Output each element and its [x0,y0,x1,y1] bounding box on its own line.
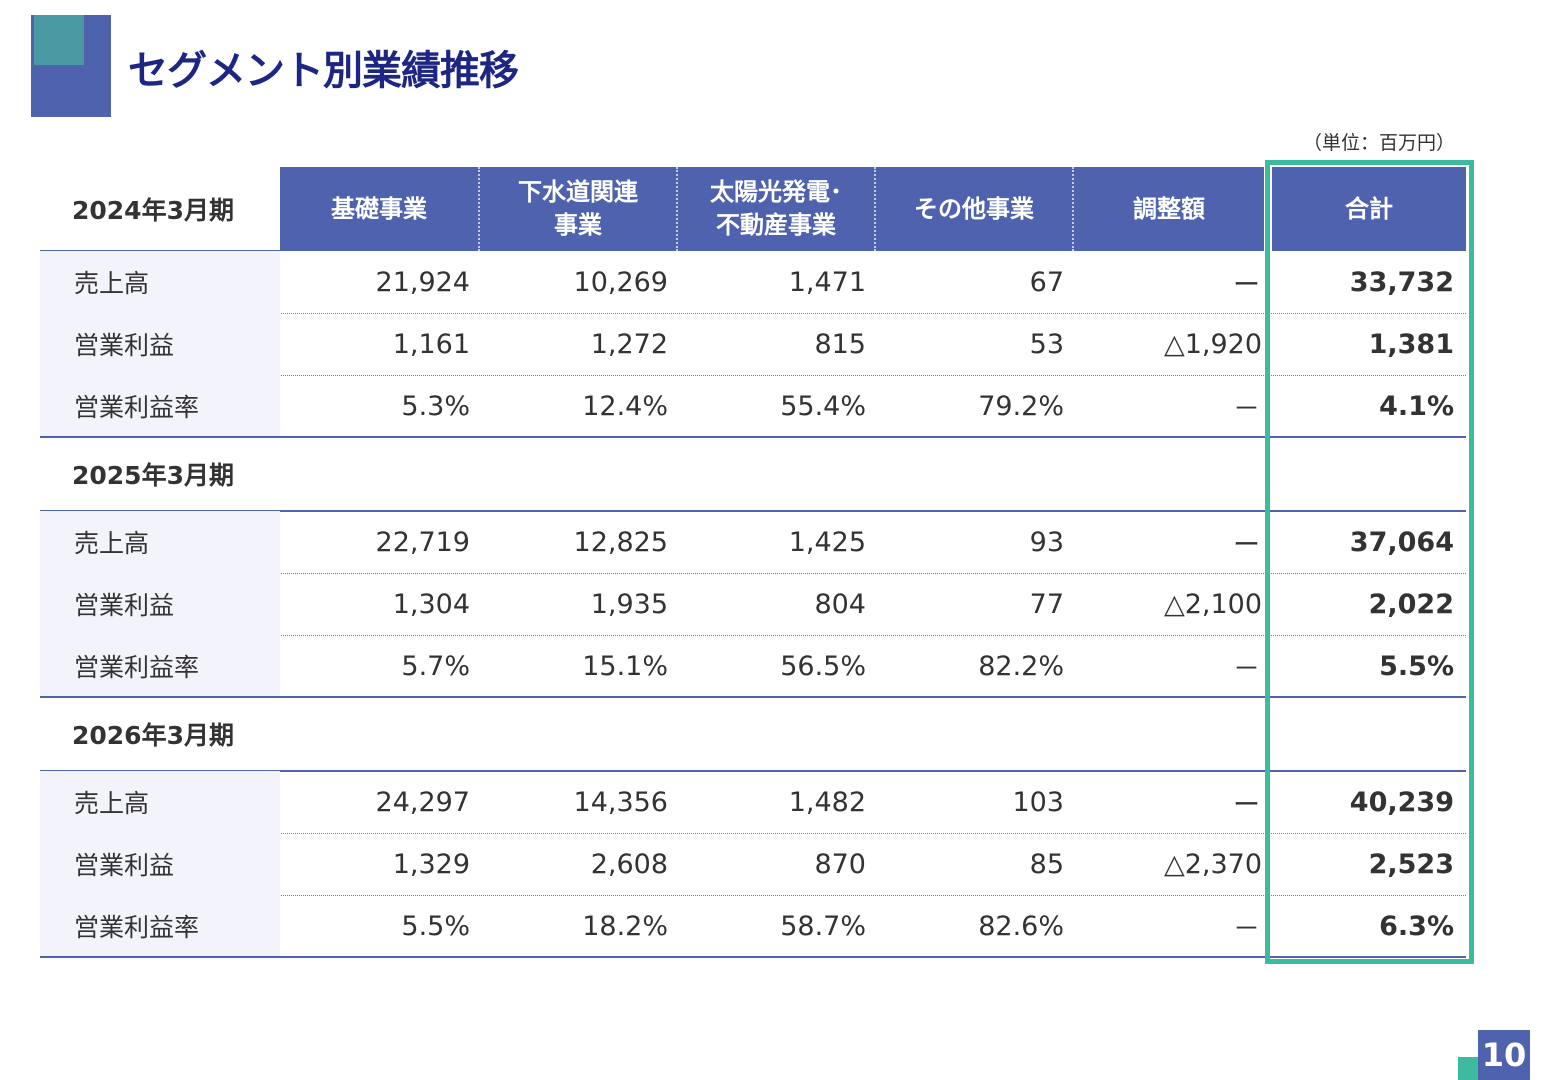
cell-sonota-uriage: 67 [1029,266,1064,298]
cell-goukei-eigyou-rieki: 2,022 [1368,588,1454,620]
row-divider [40,895,1466,896]
cell-kiso-eigyou-riekiritsu: 5.7% [401,650,470,682]
row-label-uriage: 売上高 [40,251,280,313]
period-bottom-rule [40,436,1466,438]
cell-taiyoukou-eigyou-rieki: 815 [814,328,866,360]
period-bottom-rule [40,956,1466,958]
cell-sonota-eigyou-riekiritsu: 82.6% [978,910,1064,942]
cell-chouseigaku-eigyou-riekiritsu: － [1233,913,1260,945]
page-title: セグメント別業績推移 [128,48,519,94]
period-rule [40,770,1466,772]
cell-goukei-eigyou-riekiritsu: 4.1% [1379,390,1454,422]
page-number-decoration [1458,1057,1480,1080]
cell-kiso-eigyou-rieki: 1,329 [392,848,470,880]
cell-chouseigaku-eigyou-riekiritsu: － [1233,653,1260,685]
cell-taiyoukou-uriage: 1,482 [788,786,866,818]
cell-gesuidou-eigyou-riekiritsu: 15.1% [582,650,668,682]
cell-taiyoukou-uriage: 1,471 [788,266,866,298]
column-header-label: その他事業 [914,194,1034,223]
cell-goukei-eigyou-rieki: 1,381 [1368,328,1454,360]
period-rule [40,510,1466,512]
cell-gesuidou-uriage: 14,356 [573,786,668,818]
cell-gesuidou-eigyou-riekiritsu: 12.4% [582,390,668,422]
column-header-taiyoukou: 太陽光発電･ 不動産事業 [678,167,876,251]
column-header-label: 基礎事業 [331,194,427,223]
cell-goukei-uriage: 37,064 [1349,526,1454,558]
period-label: 2024年3月期 [72,196,234,225]
cell-sonota-eigyou-riekiritsu: 79.2% [978,390,1064,422]
cell-sonota-uriage: 93 [1029,526,1064,558]
row-label-eigyou-riekiritsu: 営業利益率 [40,635,280,697]
cell-gesuidou-eigyou-rieki: 1,935 [590,588,668,620]
cell-kiso-uriage: 24,297 [375,786,470,818]
row-label-eigyou-rieki: 営業利益 [40,313,280,375]
cell-gesuidou-eigyou-rieki: 1,272 [590,328,668,360]
column-header-label: 調整額 [1133,194,1205,223]
cell-kiso-eigyou-rieki: 1,304 [392,588,470,620]
row-divider [40,313,1466,314]
cell-gesuidou-eigyou-rieki: 2,608 [590,848,668,880]
column-header-gesuidou: 下水道関連 事業 [480,167,678,251]
row-divider [40,375,1466,376]
column-header-goukei: 合計 [1272,167,1466,251]
cell-chouseigaku-uriage: ー [1233,269,1260,301]
cell-sonota-eigyou-riekiritsu: 82.2% [978,650,1064,682]
row-label-uriage: 売上高 [40,771,280,833]
cell-gesuidou-uriage: 10,269 [573,266,668,298]
period-label: 2025年3月期 [72,461,234,490]
period-label: 2026年3月期 [72,721,234,750]
cell-taiyoukou-eigyou-riekiritsu: 55.4% [780,390,866,422]
row-label-eigyou-rieki: 営業利益 [40,573,280,635]
column-header-label: 下水道関連 事業 [518,178,638,239]
cell-taiyoukou-uriage: 1,425 [788,526,866,558]
cell-sonota-eigyou-rieki: 53 [1029,328,1064,360]
cell-goukei-eigyou-rieki: 2,523 [1368,848,1454,880]
cell-chouseigaku-eigyou-rieki: △2,370 [1163,848,1262,880]
column-header-chouseigaku: 調整額 [1074,167,1264,251]
column-header-label: 合計 [1345,194,1393,223]
cell-chouseigaku-uriage: ー [1233,789,1260,821]
column-header-kiso: 基礎事業 [280,167,480,251]
row-label-eigyou-riekiritsu: 営業利益率 [40,375,280,437]
cell-kiso-uriage: 21,924 [375,266,470,298]
cell-goukei-uriage: 40,239 [1349,786,1454,818]
cell-kiso-uriage: 22,719 [375,526,470,558]
row-label-eigyou-rieki: 営業利益 [40,833,280,895]
cell-goukei-eigyou-riekiritsu: 5.5% [1379,650,1454,682]
cell-kiso-eigyou-rieki: 1,161 [392,328,470,360]
cell-chouseigaku-eigyou-riekiritsu: － [1233,393,1260,425]
cell-goukei-eigyou-riekiritsu: 6.3% [1379,910,1454,942]
cell-gesuidou-uriage: 12,825 [573,526,668,558]
column-header-label: 太陽光発電･ 不動産事業 [710,178,842,239]
cell-kiso-eigyou-riekiritsu: 5.3% [401,390,470,422]
cell-sonota-eigyou-rieki: 85 [1029,848,1064,880]
unit-note: （単位：百万円） [1303,132,1456,154]
page-number: 10 [1478,1030,1530,1080]
column-header-sonota: その他事業 [876,167,1074,251]
cell-goukei-uriage: 33,732 [1349,266,1454,298]
row-label-uriage: 売上高 [40,511,280,573]
row-divider [40,635,1466,636]
cell-taiyoukou-eigyou-riekiritsu: 58.7% [780,910,866,942]
row-divider [40,573,1466,574]
period-bottom-rule [40,696,1466,698]
cell-chouseigaku-eigyou-rieki: △1,920 [1163,328,1262,360]
row-label-eigyou-riekiritsu: 営業利益率 [40,895,280,957]
cell-taiyoukou-eigyou-rieki: 804 [814,588,866,620]
row-divider [40,833,1466,834]
cell-chouseigaku-uriage: ー [1233,529,1260,561]
title-decoration-accent [34,15,84,65]
cell-chouseigaku-eigyou-rieki: △2,100 [1163,588,1262,620]
cell-sonota-eigyou-rieki: 77 [1029,588,1064,620]
cell-kiso-eigyou-riekiritsu: 5.5% [401,910,470,942]
cell-taiyoukou-eigyou-rieki: 870 [814,848,866,880]
cell-taiyoukou-eigyou-riekiritsu: 56.5% [780,650,866,682]
cell-gesuidou-eigyou-riekiritsu: 18.2% [582,910,668,942]
cell-sonota-uriage: 103 [1012,786,1064,818]
